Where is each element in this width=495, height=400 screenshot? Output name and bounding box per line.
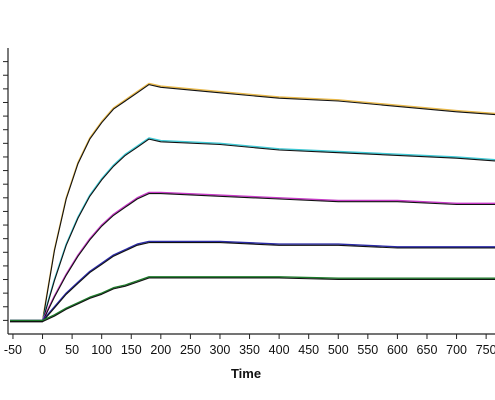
series-4-trace (10, 240, 495, 322)
x-tick-label-3: 100 (91, 343, 112, 357)
x-tick-label-16: 750 (476, 343, 495, 357)
x-tick-label-0: -50 (4, 343, 22, 357)
series-4-fit (10, 242, 495, 323)
axes (3, 48, 495, 339)
series-1-fit (10, 84, 495, 323)
tick-labels: -50 0 50 100 150 200 250 300 350 400 450 500 550 600 6… (4, 343, 495, 357)
x-tick-label-7: 300 (210, 343, 231, 357)
x-tick-label-13: 600 (387, 343, 408, 357)
series-2-trace (10, 137, 495, 322)
x-tick-label-9: 400 (269, 343, 290, 357)
x-tick-label-8: 350 (239, 343, 260, 357)
x-tick-label-14: 650 (417, 343, 438, 357)
series-3-fit (10, 193, 495, 323)
series-5-trace (10, 276, 495, 322)
x-tick-label-11: 500 (328, 343, 349, 357)
x-tick-label-12: 550 (357, 343, 378, 357)
x-tick-label-10: 450 (298, 343, 319, 357)
x-tick-label-2: 50 (65, 343, 79, 357)
x-tick-label-4: 150 (121, 343, 142, 357)
x-tick-label-15: 700 (446, 343, 467, 357)
x-tick-label-6: 250 (180, 343, 201, 357)
series-3-trace (10, 191, 495, 322)
series-5-fit (10, 277, 495, 323)
plot-area (10, 82, 495, 323)
x-tick-label-1: 0 (39, 343, 46, 357)
x-axis-label: Time (231, 366, 261, 381)
series-2-fit (10, 138, 495, 323)
x-tick-label-5: 200 (150, 343, 171, 357)
